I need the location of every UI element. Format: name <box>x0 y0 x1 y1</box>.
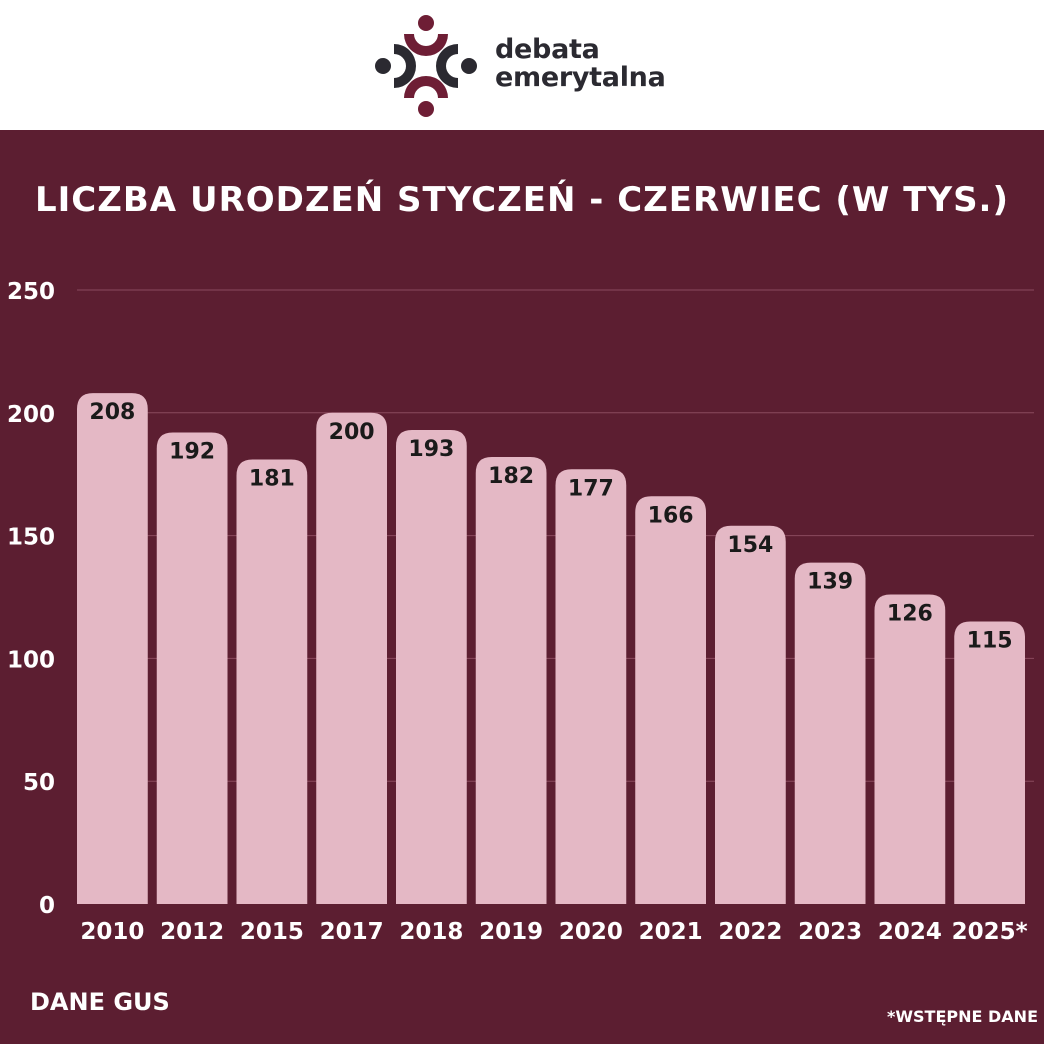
y-tick-label: 50 <box>23 770 55 796</box>
bar <box>954 621 1025 904</box>
bar-value-label: 166 <box>648 503 694 528</box>
x-tick-label: 2025* <box>952 919 1028 945</box>
bar <box>555 469 627 904</box>
header: debata emerytalna <box>0 0 1044 130</box>
bar-value-label: 126 <box>887 602 933 627</box>
y-tick-label: 0 <box>39 893 55 919</box>
bar-value-label: 177 <box>568 476 614 501</box>
bar <box>236 459 308 904</box>
x-tick-label: 2024 <box>878 919 942 945</box>
bar <box>874 594 946 904</box>
bar <box>635 496 706 904</box>
x-tick-label: 2017 <box>320 919 384 945</box>
people-circle-logo-icon <box>375 15 477 117</box>
brand-line-2: emerytalna <box>495 62 666 93</box>
bar-value-label: 181 <box>249 466 295 491</box>
bar <box>77 393 148 904</box>
bar <box>794 562 866 904</box>
x-tick-label: 2019 <box>479 919 543 945</box>
y-tick-label: 250 <box>7 279 55 305</box>
brand-line-1: debata <box>495 34 600 65</box>
bar <box>715 525 786 904</box>
bar-value-label: 115 <box>967 629 1013 654</box>
bar-value-label: 192 <box>169 439 215 464</box>
chart-title: LICZBA URODZEŃ STYCZEŃ - CZERWIEC (W TYS… <box>34 180 1010 220</box>
bar <box>316 412 387 904</box>
bar-value-label: 208 <box>89 400 135 425</box>
source-label: DANE GUS <box>30 988 170 1016</box>
brand-name: debata emerytalna <box>495 36 666 92</box>
x-tick-label: 2021 <box>639 919 703 945</box>
x-tick-label: 2010 <box>80 919 144 945</box>
x-tick-label: 2012 <box>160 919 224 945</box>
bar-value-label: 200 <box>329 420 375 445</box>
bar-value-label: 193 <box>408 437 454 462</box>
x-tick-label: 2023 <box>798 919 862 945</box>
footnote: *WSTĘPNE DANE <box>887 1007 1038 1026</box>
y-tick-label: 150 <box>7 525 55 551</box>
x-tick-label: 2015 <box>240 919 304 945</box>
x-tick-label: 2018 <box>399 919 463 945</box>
x-tick-label: 2020 <box>559 919 623 945</box>
bar-value-label: 154 <box>727 533 773 558</box>
y-tick-label: 100 <box>7 647 55 673</box>
y-tick-label: 200 <box>7 402 55 428</box>
bar <box>156 432 228 904</box>
bar-value-label: 139 <box>807 570 853 595</box>
bar <box>396 429 467 904</box>
x-tick-label: 2022 <box>718 919 782 945</box>
bar-value-label: 182 <box>488 464 534 489</box>
bar <box>475 457 547 904</box>
